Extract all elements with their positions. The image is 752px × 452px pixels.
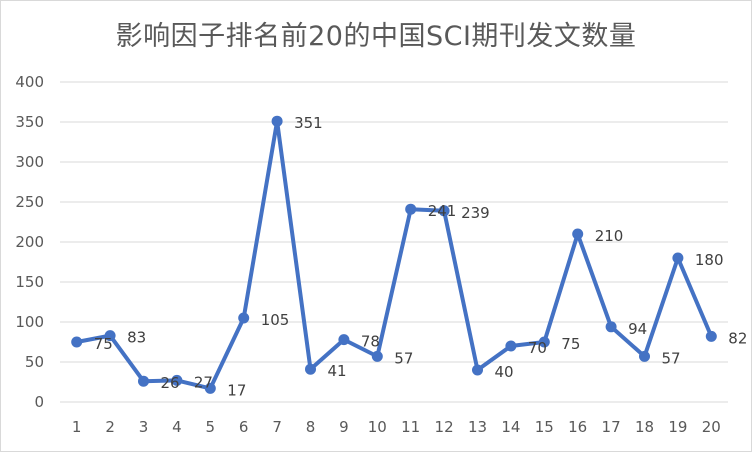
data-point bbox=[338, 334, 350, 346]
data-point bbox=[472, 364, 483, 376]
x-tick-label: 10 bbox=[368, 418, 387, 436]
data-label: 17 bbox=[227, 381, 246, 399]
data-point bbox=[305, 363, 316, 375]
data-point bbox=[71, 336, 83, 348]
data-label: 83 bbox=[127, 329, 146, 347]
x-tick-label: 9 bbox=[339, 418, 349, 436]
x-tick-label: 5 bbox=[206, 418, 216, 436]
data-label: 75 bbox=[561, 335, 580, 353]
data-label: 26 bbox=[161, 374, 180, 392]
data-label: 180 bbox=[695, 251, 724, 269]
data-point bbox=[271, 115, 283, 127]
y-tick-label: 0 bbox=[34, 393, 44, 411]
data-point bbox=[405, 203, 417, 215]
data-point bbox=[605, 321, 617, 333]
data-point bbox=[204, 382, 216, 394]
x-tick-label: 17 bbox=[602, 418, 621, 436]
x-tick-label: 13 bbox=[468, 418, 487, 436]
data-point bbox=[672, 252, 684, 264]
x-tick-label: 8 bbox=[306, 418, 316, 436]
data-point bbox=[371, 350, 383, 362]
y-tick-label: 400 bbox=[15, 73, 44, 91]
data-point bbox=[505, 340, 517, 352]
data-point bbox=[238, 312, 250, 324]
data-label: 70 bbox=[528, 339, 547, 357]
y-tick-label: 350 bbox=[15, 113, 44, 131]
y-tick-label: 200 bbox=[15, 233, 44, 251]
data-label: 78 bbox=[361, 333, 380, 351]
y-tick-label: 300 bbox=[15, 153, 44, 171]
data-label: 351 bbox=[294, 114, 323, 132]
x-tick-label: 6 bbox=[239, 418, 249, 436]
x-tick-label: 19 bbox=[668, 418, 687, 436]
x-tick-label: 12 bbox=[435, 418, 454, 436]
x-tick-label: 15 bbox=[535, 418, 554, 436]
x-tick-label: 7 bbox=[272, 418, 282, 436]
data-point bbox=[538, 336, 550, 348]
x-tick-label: 14 bbox=[501, 418, 520, 436]
y-tick-label: 250 bbox=[15, 193, 44, 211]
y-tick-label: 50 bbox=[25, 353, 44, 371]
x-tick-label: 16 bbox=[568, 418, 587, 436]
data-point bbox=[572, 228, 584, 240]
x-tick-label: 4 bbox=[172, 418, 182, 436]
data-label: 75 bbox=[94, 335, 113, 353]
data-label: 210 bbox=[595, 227, 624, 245]
data-label: 27 bbox=[194, 373, 213, 391]
data-label: 57 bbox=[662, 349, 681, 367]
y-tick-label: 100 bbox=[15, 313, 44, 331]
x-tick-label: 2 bbox=[105, 418, 115, 436]
data-label: 41 bbox=[328, 362, 347, 380]
data-label: 105 bbox=[261, 311, 290, 329]
y-tick-label: 150 bbox=[15, 273, 44, 291]
data-label: 57 bbox=[394, 349, 413, 367]
x-tick-label: 1 bbox=[72, 418, 82, 436]
data-point bbox=[138, 375, 149, 387]
data-label: 239 bbox=[461, 204, 490, 222]
data-label: 82 bbox=[728, 329, 747, 347]
x-tick-label: 20 bbox=[702, 418, 721, 436]
data-point bbox=[705, 330, 717, 342]
data-point bbox=[639, 350, 650, 362]
chart-title: 影响因子排名前20的中国SCI期刊发文数量 bbox=[115, 21, 637, 52]
data-label: 40 bbox=[495, 363, 514, 381]
data-label: 94 bbox=[628, 320, 647, 338]
data-point bbox=[171, 374, 183, 386]
data-point bbox=[104, 330, 116, 342]
series-line bbox=[74, 119, 714, 391]
x-tick-label: 18 bbox=[635, 418, 654, 436]
data-label: 241 bbox=[428, 202, 457, 220]
data-point bbox=[438, 205, 450, 217]
x-tick-label: 11 bbox=[401, 418, 420, 436]
x-tick-label: 3 bbox=[139, 418, 149, 436]
